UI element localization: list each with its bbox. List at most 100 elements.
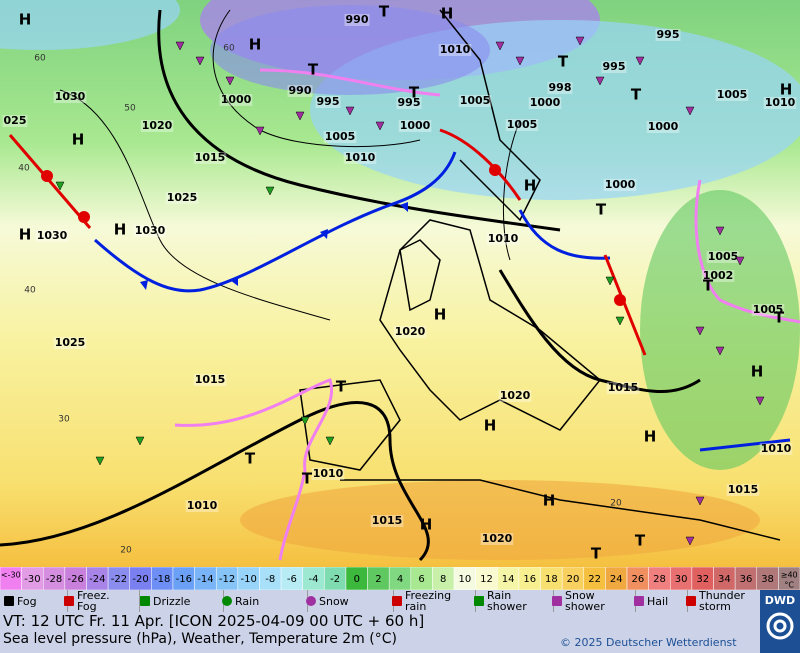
scale-label: -30 <box>24 574 40 585</box>
temperature-label: 60 <box>223 44 235 54</box>
isobar-label-bg <box>2 115 28 127</box>
pressure-center: T <box>596 201 607 219</box>
pressure-center: H <box>434 306 447 324</box>
pressure-center: H <box>19 226 32 244</box>
legend-label: Hail <box>647 594 669 608</box>
isobar-label-bg <box>458 95 492 107</box>
legend-item: Snow <box>306 590 394 612</box>
isobar-label-bg <box>498 390 532 402</box>
scale-label: 26 <box>631 574 644 585</box>
scale-label: 34 <box>718 574 731 585</box>
isobar-label-bg <box>646 121 680 133</box>
legend-icon <box>222 596 232 606</box>
scale-label: -4 <box>309 574 319 585</box>
weather-symbol <box>255 126 265 136</box>
legend-label: Snow <box>319 594 349 608</box>
temperature-label: 40 <box>18 164 30 174</box>
isobar-label-bg <box>438 44 472 56</box>
isobar-label-bg <box>528 97 562 109</box>
temperature-label: 20 <box>120 546 132 556</box>
isobar-label: 1020 <box>142 119 173 132</box>
temperature-label: 60 <box>34 54 46 64</box>
isobar-label: 995 <box>603 60 626 73</box>
isobar-label: 1015 <box>195 373 226 386</box>
isobar-label: 998 <box>549 81 572 94</box>
legend-item: Freez. Fog <box>64 590 140 612</box>
weather-symbol <box>755 396 765 406</box>
isobar-label: 1015 <box>728 483 759 496</box>
legend: Fog Freez. Fog Drizzle Rain Snow Freezing rai… <box>0 589 764 613</box>
pressure-center: T <box>635 532 646 550</box>
isobar-label: 1020 <box>482 532 513 545</box>
scale-label: 38 <box>761 574 774 585</box>
legend-item: Fog <box>4 590 68 612</box>
isobar-label-bg <box>185 500 219 512</box>
temperature-label: 40 <box>24 286 36 296</box>
weather-symbol <box>685 536 695 546</box>
scale-label: 16 <box>523 574 536 585</box>
weather-symbol <box>175 41 185 51</box>
isobar-label-bg <box>344 14 370 26</box>
isobar-label: 1020 <box>500 389 531 402</box>
temperature-label: 20 <box>610 499 622 509</box>
isobar-label: 1015 <box>608 381 639 394</box>
isobar-label-bg <box>311 468 345 480</box>
isobar-label-bg <box>726 484 760 496</box>
isobar-label-bg <box>323 131 357 143</box>
weather-symbol <box>695 496 705 506</box>
weather-symbol <box>595 76 605 86</box>
isobar-label-bg <box>601 61 627 73</box>
isobar-label-bg <box>751 304 785 316</box>
weather-symbol <box>265 186 275 196</box>
scale-label: 32 <box>696 574 709 585</box>
isobar-label: 1010 <box>761 442 792 455</box>
scale-label: -2 <box>330 574 340 585</box>
isobar-label: 1025 <box>55 336 86 349</box>
description: Sea level pressure (hPa), Weather, Tempe… <box>3 631 397 647</box>
map-labels: 990 1010 995 995 1030 1020 1000 990 995 1000 995 10… <box>2 3 797 563</box>
scale-label: 36 <box>740 574 753 585</box>
isobar-label: 1005 <box>507 118 538 131</box>
scale-label: 20 <box>567 574 580 585</box>
weather-symbol <box>325 436 335 446</box>
isobar-label: 1005 <box>708 250 739 263</box>
isobar-label: 1010 <box>440 43 471 56</box>
isobar-label-bg <box>315 96 341 108</box>
weather-symbol <box>735 256 745 266</box>
legend-icon <box>140 596 150 606</box>
scale-label: -8 <box>265 574 275 585</box>
isobar-label-bg <box>486 233 520 245</box>
scale-label: 12 <box>480 574 493 585</box>
weather-symbol <box>345 106 355 116</box>
scale-label: 24 <box>610 574 623 585</box>
pressure-center: H <box>420 516 433 534</box>
scale-label: -24 <box>89 574 105 585</box>
temperature-label: 50 <box>124 104 136 114</box>
isobar-label: 1030 <box>37 229 68 242</box>
isobar-label: 1030 <box>135 224 166 237</box>
isobar-label-bg <box>53 91 87 103</box>
isobar-label: 995 <box>317 95 340 108</box>
legend-label: Fog <box>17 594 37 608</box>
logo-swirl <box>766 612 794 640</box>
footer: VT: 12 UTC Fr. 11 Apr. [ICON 2025-04-09 … <box>0 612 760 653</box>
pressure-center: T <box>308 61 319 79</box>
legend-label: Snow shower <box>565 589 605 613</box>
scale-label: -18 <box>154 574 170 585</box>
pressure-center: T <box>558 53 569 71</box>
isobar-label-bg <box>219 94 253 106</box>
isobar-label-bg <box>35 230 69 242</box>
weather-symbol <box>135 436 145 446</box>
isobar-label-bg <box>480 533 514 545</box>
legend-icon <box>306 596 316 606</box>
legend-item: Drizzle <box>140 590 224 612</box>
isobar-label: 995 <box>398 96 421 109</box>
legend-label: Drizzle <box>153 594 191 608</box>
weather-symbol <box>375 121 385 131</box>
isobar-label: 1000 <box>221 93 252 106</box>
isobar-label-bg <box>165 192 199 204</box>
legend-label: Thunder storm <box>699 589 745 613</box>
isobar-label: 1000 <box>605 178 636 191</box>
isobar-label-bg <box>759 443 793 455</box>
weather-symbol <box>55 181 65 191</box>
